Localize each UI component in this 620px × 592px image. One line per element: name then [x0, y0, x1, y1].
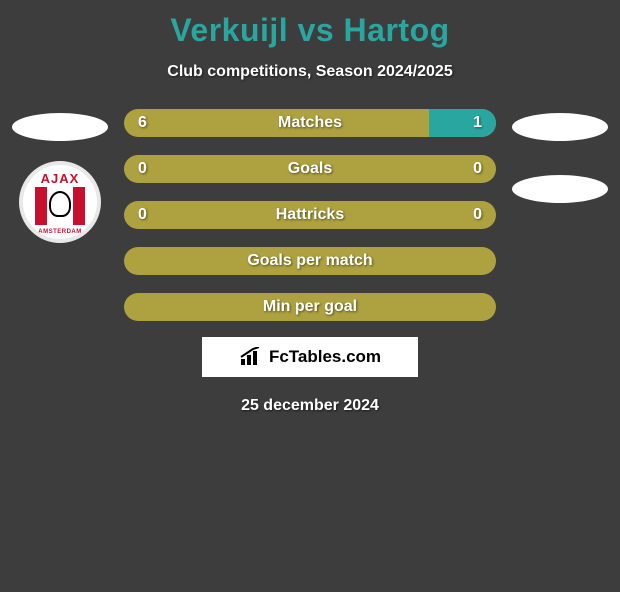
club-crest-placeholder	[512, 175, 608, 203]
player-photo-placeholder	[512, 113, 608, 141]
stat-label: Goals per match	[247, 252, 372, 270]
watermark: FcTables.com	[202, 337, 418, 377]
stat-bar: Goals per match	[124, 247, 496, 275]
stat-bar: 6 1 Matches	[124, 109, 496, 137]
stat-value-right: 0	[473, 160, 482, 178]
stat-label: Goals	[288, 160, 332, 178]
stat-value-left: 0	[138, 206, 147, 224]
bar-chart-icon	[239, 347, 263, 367]
comparison-row: AJAX AMSTERDAM 6 1 Matches 0 0 Goals 0 0 Hattric…	[0, 109, 620, 321]
stat-label: Matches	[278, 114, 342, 132]
crest-text-bottom: AMSTERDAM	[23, 229, 97, 235]
stats-bars: 6 1 Matches 0 0 Goals 0 0 Hattricks Goals per mat…	[120, 109, 500, 321]
stat-bar: Min per goal	[124, 293, 496, 321]
watermark-text: FcTables.com	[269, 347, 381, 367]
crest-head-icon	[49, 191, 71, 217]
stat-bar: 0 0 Goals	[124, 155, 496, 183]
crest-stripe	[35, 187, 47, 225]
subtitle: Club competitions, Season 2024/2025	[0, 63, 620, 81]
left-player-col: AJAX AMSTERDAM	[0, 109, 120, 243]
stat-bar: 0 0 Hattricks	[124, 201, 496, 229]
stat-label: Hattricks	[276, 206, 344, 224]
crest-stripe	[73, 187, 85, 225]
crest-text-top: AJAX	[23, 171, 97, 186]
stat-value-left: 6	[138, 114, 147, 132]
right-player-col	[500, 109, 620, 203]
date-text: 25 december 2024	[0, 397, 620, 415]
stat-value-right: 0	[473, 206, 482, 224]
player-photo-placeholder	[12, 113, 108, 141]
stat-value-left: 0	[138, 160, 147, 178]
page-title: Verkuijl vs Hartog	[0, 12, 620, 49]
club-crest-ajax: AJAX AMSTERDAM	[19, 161, 101, 243]
stat-label: Min per goal	[263, 298, 357, 316]
stat-value-right: 1	[473, 114, 482, 132]
